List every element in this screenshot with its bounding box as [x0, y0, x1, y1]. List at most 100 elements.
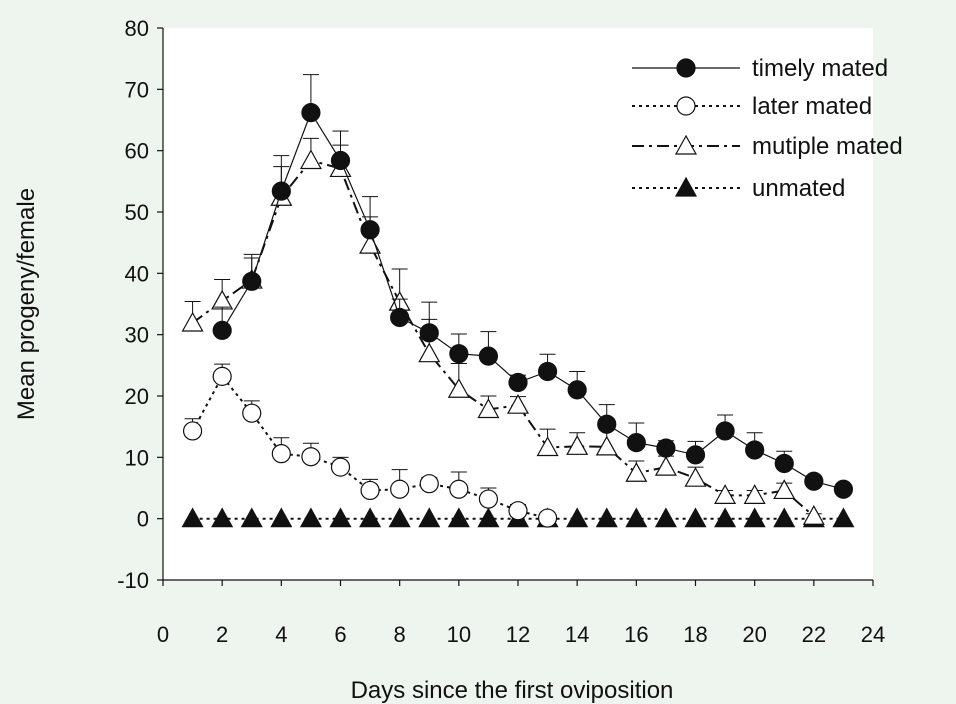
data-point — [330, 457, 351, 477]
series-unmated — [181, 507, 855, 528]
data-point — [743, 484, 766, 504]
data-point — [625, 507, 648, 528]
y-tick-label: -10 — [117, 568, 149, 593]
data-point — [685, 445, 706, 465]
x-tick-label: 24 — [861, 622, 885, 647]
x-tick-label: 20 — [742, 622, 766, 647]
data-point — [684, 466, 707, 487]
data-point — [182, 421, 203, 441]
x-tick-label: 8 — [394, 622, 406, 647]
data-point — [567, 380, 587, 400]
data-point — [301, 447, 321, 467]
data-point — [508, 501, 528, 521]
x-tick-label: 2 — [216, 622, 228, 647]
data-point — [745, 440, 765, 460]
data-point — [625, 462, 648, 482]
data-point — [506, 393, 530, 414]
legend: timely mated later mated mutiple mated unma… — [632, 55, 903, 202]
data-point — [242, 271, 262, 291]
x-tick-label: 12 — [506, 622, 530, 647]
data-point — [743, 507, 766, 528]
series-line — [221, 111, 844, 490]
legend-marker — [676, 58, 696, 78]
x-tick-label: 16 — [624, 622, 648, 647]
data-point — [774, 453, 794, 474]
legend-marker — [674, 134, 698, 155]
y-tick-label: 30 — [125, 323, 149, 348]
data-point — [419, 323, 439, 343]
data-point — [360, 220, 380, 240]
data-point — [478, 346, 499, 366]
data-point — [714, 507, 737, 528]
data-point — [329, 507, 352, 528]
y-tick-label: 40 — [125, 261, 149, 286]
data-point — [360, 480, 380, 501]
legend-entry: unmated — [632, 175, 845, 202]
y-tick-label: 20 — [125, 384, 149, 409]
data-point — [773, 507, 796, 528]
data-point — [240, 507, 263, 528]
data-point — [419, 474, 439, 494]
x-tick-label: 6 — [334, 622, 346, 647]
data-point — [537, 508, 558, 528]
data-point — [477, 398, 500, 419]
data-point — [211, 507, 234, 528]
legend-entry: mutiple mated — [632, 133, 903, 160]
data-point — [242, 403, 262, 423]
data-point — [418, 342, 441, 363]
data-point — [654, 455, 677, 476]
legend-label: mutiple mated — [752, 133, 903, 160]
legend-marker — [674, 176, 698, 197]
data-point — [299, 507, 322, 528]
data-point — [566, 507, 589, 528]
data-point — [390, 479, 410, 499]
data-point — [447, 507, 470, 528]
series-later-mated — [182, 363, 558, 528]
y-axis-title: Mean progeny/female — [13, 188, 40, 420]
y-tick-label: 10 — [125, 445, 149, 470]
data-point — [212, 366, 232, 386]
legend-label: timely mated — [752, 55, 888, 82]
x-tick-label: 14 — [565, 622, 589, 647]
data-point — [508, 372, 528, 393]
legend-entry: later mated — [632, 93, 872, 120]
data-point — [359, 507, 382, 528]
data-point — [536, 436, 559, 457]
data-point — [181, 311, 204, 332]
data-point — [447, 378, 470, 398]
data-point — [626, 433, 646, 453]
data-point — [330, 150, 351, 171]
data-point — [271, 444, 291, 464]
data-point — [418, 507, 441, 528]
data-point — [271, 181, 291, 201]
series-layer — [181, 74, 855, 528]
data-point — [597, 414, 617, 434]
data-point — [566, 435, 589, 455]
x-axis-title: Days since the first oviposition — [351, 677, 674, 704]
x-tick-label: 0 — [157, 622, 169, 647]
data-point — [299, 149, 322, 170]
data-point — [477, 507, 500, 528]
data-point — [714, 484, 737, 504]
data-point — [449, 344, 469, 364]
x-tick-label: 4 — [275, 622, 287, 647]
data-point — [802, 504, 825, 525]
y-tick-label: 0 — [137, 507, 149, 532]
y-tick-label: 60 — [125, 139, 149, 164]
y-tick-label: 80 — [125, 16, 149, 41]
data-point — [181, 507, 204, 528]
data-point — [301, 103, 321, 123]
y-tick-label: 50 — [125, 200, 149, 225]
legend-entry: timely mated — [632, 55, 888, 82]
data-point — [390, 307, 410, 328]
data-point — [595, 507, 618, 528]
series-timely-mated — [212, 74, 854, 499]
y-tick-label: 70 — [125, 77, 149, 102]
legend-label: later mated — [752, 93, 872, 120]
data-point — [478, 489, 499, 509]
data-point — [833, 479, 854, 499]
data-point — [595, 435, 618, 456]
x-tick-label: 18 — [683, 622, 707, 647]
